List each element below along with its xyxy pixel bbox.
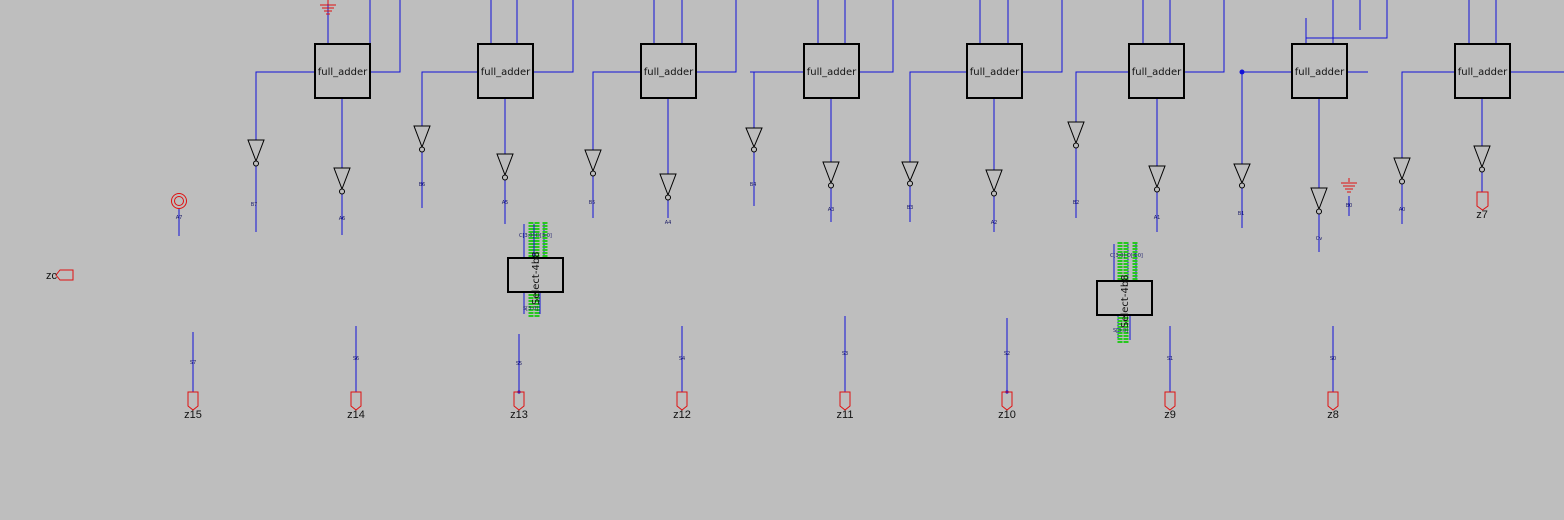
net-label-b2: B2 [1073, 200, 1080, 206]
inverter-b7[interactable] [247, 139, 265, 167]
inverter-a0[interactable] [1473, 145, 1491, 173]
inverter-b5[interactable] [584, 149, 602, 177]
inverter-b6[interactable] [413, 125, 431, 153]
inverter-a3[interactable] [985, 169, 1003, 197]
inverter-b4[interactable] [745, 127, 763, 153]
port-label: z14 [347, 409, 365, 421]
junction-dot [1239, 69, 1245, 75]
net-label-s4: S4 [679, 356, 685, 362]
net-label-s6: S6 [353, 356, 359, 362]
net-label-b4: B4 [750, 182, 757, 188]
net-label-s0: S0 [1330, 356, 1336, 362]
port-z14[interactable]: z14 [347, 391, 365, 421]
net-label-b1: B1 [1238, 211, 1245, 217]
port-z15[interactable]: z15 [184, 391, 202, 421]
inverter-b2[interactable] [1067, 121, 1085, 149]
inverter-b3[interactable] [901, 161, 919, 187]
port-zc[interactable]: zc [46, 269, 74, 282]
full-adder-label: full_adder [644, 67, 694, 78]
net-label-a3: A3 [828, 207, 835, 213]
full-adder-fa5[interactable]: full_adder [640, 43, 697, 99]
port-z8[interactable]: z8 [1327, 391, 1339, 421]
net-label-s3: S3 [842, 351, 848, 357]
net-label-cv: Cv [1316, 236, 1322, 242]
port-label: z12 [673, 409, 691, 421]
inverter-a4[interactable] [822, 161, 840, 189]
wires [178, 0, 1564, 392]
net-label-s2: S2 [1004, 351, 1010, 357]
port-label: z8 [1327, 409, 1339, 421]
port-z12[interactable]: z12 [673, 391, 691, 421]
inverter-a5[interactable] [659, 173, 677, 201]
inverter-a6[interactable] [496, 153, 514, 181]
net-label-s1: S1 [1167, 356, 1173, 362]
net-label-a1: A1 [1154, 215, 1161, 221]
port-label: z10 [998, 409, 1016, 421]
port-z11[interactable]: z11 [837, 391, 854, 421]
net-label-b6: B6 [419, 182, 426, 188]
inverter-b0[interactable] [1393, 157, 1411, 185]
net-label-b0: B0 [1346, 203, 1353, 209]
port-label: z13 [510, 409, 528, 421]
full-adder-fa2[interactable]: full_adder [1128, 43, 1185, 99]
net-label-a2: A2 [991, 220, 998, 226]
port-label: z7 [1476, 209, 1488, 221]
select-4b8-block-1[interactable]: Select-4b8 C[3:0] D[3:0] S[3:0] [507, 222, 564, 318]
select-4b8-block-2[interactable]: Select-4b8 C[3:0] D[3:0] S[3:0] [1096, 242, 1153, 344]
full-adder-fa0[interactable]: full_adder [1454, 43, 1511, 99]
net-label-s7: S7 [190, 360, 196, 366]
select-top-pins-label: C[3:0] D[3:0] [519, 233, 552, 239]
inverter-a1[interactable] [1310, 187, 1328, 215]
source-symbol-a7[interactable] [171, 193, 187, 209]
port-label: z9 [1164, 409, 1176, 421]
net-label-a7: A7 [176, 215, 183, 221]
select-top-pins-label: C[3:0] D[3:0] [1110, 253, 1143, 259]
port-label: z11 [837, 409, 854, 421]
select-block-label: Select-4b8 [1120, 274, 1131, 328]
full-adder-label: full_adder [970, 67, 1020, 78]
full-adder-label: full_adder [318, 67, 368, 78]
net-label-s5: S5 [516, 361, 522, 367]
inverter-a2[interactable] [1148, 165, 1166, 193]
full-adder-fa4[interactable]: full_adder [803, 43, 860, 99]
net-labels: B7 A6 A7 B6 A5 B5 A4 B4 A3 B3 A2 B2 A1 B… [176, 182, 1406, 367]
port-label: z15 [184, 409, 202, 421]
port-label: zc [46, 270, 58, 282]
port-z13[interactable]: z13 [510, 391, 528, 421]
net-label-b5: B5 [589, 200, 596, 206]
port-z7[interactable]: z7 [1476, 191, 1489, 221]
net-label-a4: A4 [665, 220, 672, 226]
port-z10[interactable]: z10 [998, 391, 1016, 421]
select-block-label: Select-4b8 [531, 251, 542, 305]
port-z9[interactable]: z9 [1164, 391, 1176, 421]
inverter-b1[interactable] [1233, 163, 1251, 189]
full-adder-fa6[interactable]: full_adder [477, 43, 534, 99]
net-label-b3: B3 [907, 205, 914, 211]
full-adder-label: full_adder [1295, 67, 1345, 78]
full-adder-label: full_adder [807, 67, 857, 78]
full-adder-label: full_adder [1458, 67, 1508, 78]
full-adder-label: full_adder [1132, 67, 1182, 78]
net-label-a6: A6 [339, 216, 346, 222]
ground-symbol-top[interactable] [320, 0, 336, 15]
full-adder-fa7[interactable]: full_adder [314, 43, 371, 99]
select-bottom-pin-label: S[3:0] [1113, 328, 1128, 334]
select-bottom-pin-label: S[3:0] [523, 306, 538, 312]
ground-symbol-b0[interactable] [1341, 178, 1357, 193]
full-adder-fa1[interactable]: full_adder [1291, 43, 1348, 99]
net-label-a5: A5 [502, 200, 509, 206]
full-adder-label: full_adder [481, 67, 531, 78]
full-adder-fa3[interactable]: full_adder [966, 43, 1023, 99]
inverter-a7[interactable] [333, 167, 351, 195]
net-label-a0: A0 [1399, 207, 1406, 213]
net-label-b7: B7 [251, 202, 258, 208]
